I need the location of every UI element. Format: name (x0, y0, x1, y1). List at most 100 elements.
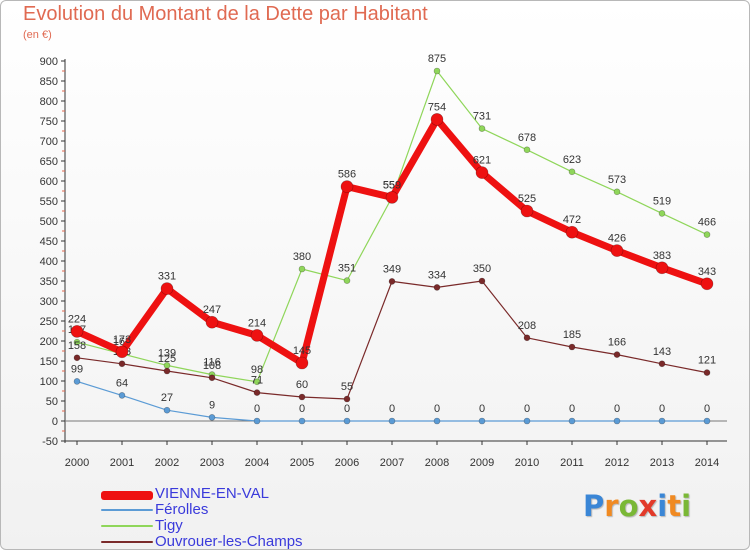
x-tick-label: 2008 (425, 457, 449, 469)
data-point-ouvrouer-les-champs (478, 277, 486, 285)
data-label-ouvrouer-les-champs: 349 (383, 263, 401, 275)
data-label-vienne-en-val: 621 (473, 155, 491, 167)
data-label-vienne-en-val: 525 (518, 193, 536, 205)
logo-letter: t (667, 489, 682, 523)
data-point-tigy (658, 210, 666, 217)
data-label-f-rolles: 0 (344, 403, 350, 415)
data-point-ouvrouer-les-champs (433, 284, 441, 291)
data-label-tigy: 351 (338, 263, 356, 275)
logo-letter: x (638, 489, 658, 523)
y-tick-label: 350 (40, 276, 58, 288)
data-label-ouvrouer-les-champs: 121 (698, 355, 716, 367)
data-point-tigy (253, 378, 261, 386)
data-label-f-rolles: 0 (659, 403, 665, 415)
y-tick-label: 400 (40, 256, 58, 268)
data-label-f-rolles: 0 (524, 403, 530, 415)
data-label-f-rolles: 99 (71, 363, 83, 375)
data-point-tigy (613, 188, 621, 196)
y-tick-label: 150 (40, 356, 58, 368)
legend-label: Férolles (155, 501, 209, 518)
data-label-vienne-en-val: 426 (608, 233, 626, 245)
y-tick-label: 650 (40, 156, 58, 168)
data-label-ouvrouer-les-champs: 55 (341, 381, 353, 393)
data-label-tigy: 380 (293, 251, 311, 263)
x-tick-label: 2001 (110, 457, 134, 469)
y-tick-label: 750 (40, 116, 58, 128)
data-label-ouvrouer-les-champs: 108 (203, 360, 221, 372)
data-label-tigy: 623 (563, 154, 581, 166)
data-label-tigy: 875 (428, 53, 446, 65)
x-tick-label: 2002 (155, 457, 179, 469)
y-tick-label: 850 (40, 76, 58, 88)
data-point-ouvrouer-les-champs (163, 367, 171, 375)
data-point-vienne-en-val (700, 277, 714, 291)
data-label-vienne-en-val: 247 (203, 304, 221, 316)
data-label-tigy: 98 (251, 364, 263, 376)
x-tick-label: 2007 (380, 457, 404, 469)
data-label-tigy: 139 (158, 347, 176, 359)
legend-swatch (101, 491, 153, 500)
x-tick-label: 2005 (290, 457, 314, 469)
data-point-f-rolles (613, 417, 621, 425)
data-point-tigy (523, 146, 531, 154)
y-tick-label: 50 (46, 396, 58, 408)
logo-letter: o (618, 489, 639, 523)
y-tick-label: 300 (40, 296, 58, 308)
data-label-ouvrouer-les-champs: 208 (518, 320, 536, 332)
data-label-f-rolles: 0 (614, 403, 620, 415)
data-label-ouvrouer-les-champs: 185 (563, 329, 581, 341)
data-label-f-rolles: 0 (569, 403, 575, 415)
data-label-vienne-en-val: 331 (158, 271, 176, 283)
x-tick-label: 2009 (470, 457, 494, 469)
data-point-f-rolles (388, 417, 396, 425)
data-label-ouvrouer-les-champs: 350 (473, 263, 491, 275)
data-point-f-rolles (253, 417, 261, 425)
data-point-ouvrouer-les-champs (568, 343, 576, 351)
data-label-vienne-en-val: 214 (248, 317, 266, 329)
y-tick-label: 200 (40, 336, 58, 348)
legend-label: VIENNE-EN-VAL (155, 485, 269, 502)
data-point-ouvrouer-les-champs (118, 360, 126, 368)
data-label-f-rolles: 0 (434, 403, 440, 415)
data-point-tigy (568, 168, 576, 176)
data-label-vienne-en-val: 173 (113, 334, 131, 346)
data-label-ouvrouer-les-champs: 166 (608, 337, 626, 349)
data-label-ouvrouer-les-champs: 158 (68, 340, 86, 352)
x-tick-label: 2010 (515, 457, 539, 469)
legend-label: Tigy (155, 517, 183, 534)
legend-swatch (101, 509, 153, 511)
data-point-vienne-en-val (610, 244, 624, 257)
data-label-f-rolles: 0 (254, 403, 260, 415)
data-label-vienne-en-val: 145 (293, 345, 311, 357)
data-point-tigy (703, 231, 711, 238)
data-point-f-rolles (568, 417, 576, 425)
y-tick-label: 600 (40, 176, 58, 188)
x-tick-label: 2004 (245, 457, 269, 469)
x-tick-label: 2012 (605, 457, 629, 469)
data-label-f-rolles: 64 (116, 377, 128, 389)
legend-swatch (101, 525, 153, 527)
data-point-f-rolles (658, 417, 666, 425)
logo-letter: i (681, 489, 692, 523)
data-label-vienne-en-val: 383 (653, 250, 671, 262)
logo-letter: r (604, 489, 619, 523)
data-point-vienne-en-val (70, 325, 84, 338)
y-tick-label: 900 (40, 56, 58, 68)
data-label-vienne-en-val: 754 (428, 101, 446, 113)
data-point-f-rolles (118, 392, 126, 399)
data-label-vienne-en-val: 472 (563, 214, 581, 226)
data-point-vienne-en-val (475, 166, 489, 179)
data-point-ouvrouer-les-champs (298, 393, 306, 401)
x-tick-label: 2014 (695, 457, 719, 469)
y-tick-label: 700 (40, 136, 58, 148)
data-point-ouvrouer-les-champs (388, 278, 396, 285)
data-label-vienne-en-val: 224 (68, 313, 86, 325)
legend-label: Ouvrouer-les-Champs (155, 533, 303, 550)
data-label-tigy: 731 (473, 111, 491, 123)
data-label-vienne-en-val: 343 (698, 266, 716, 278)
data-point-vienne-en-val (565, 225, 579, 239)
data-point-ouvrouer-les-champs (523, 334, 531, 342)
data-point-vienne-en-val (250, 329, 264, 342)
